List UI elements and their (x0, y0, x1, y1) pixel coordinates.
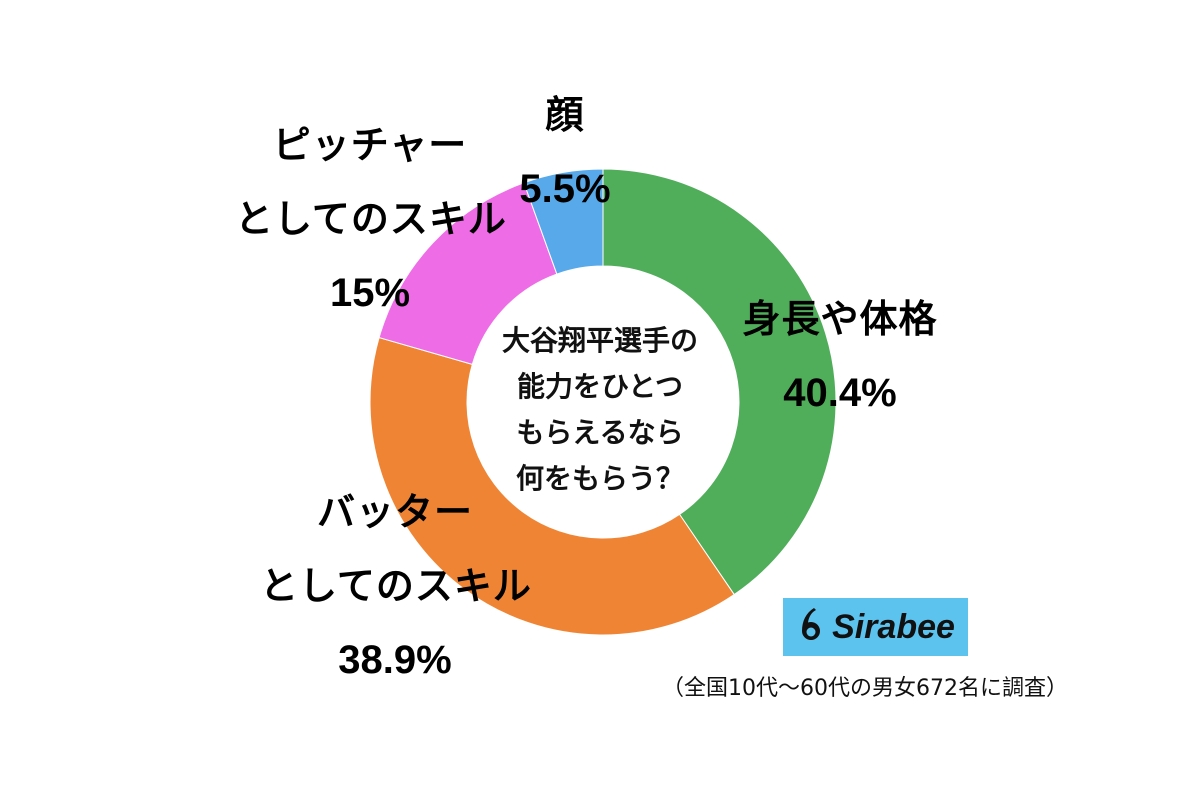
question-line-2: 能力をひとつ (516, 370, 684, 403)
label-batter: バッター としてのスキル 38.9% (260, 475, 532, 697)
pie-slice-0 (602, 168, 837, 596)
label-face-value: 5.5% (519, 167, 611, 211)
label-batter-value: 38.9% (338, 638, 452, 682)
brand-name: Sirabee (832, 607, 955, 646)
label-body-value: 40.4% (783, 371, 897, 415)
label-body: 身長や体格 40.4% (720, 282, 960, 430)
label-body-name: 身長や体格 (742, 297, 938, 341)
pie-slice-3 (523, 168, 604, 275)
pie-slice-1 (369, 336, 735, 636)
brand-logo: Sirabee (783, 598, 968, 656)
label-pitcher: ピッチャー としてのスキル 15% (235, 108, 507, 330)
label-pitcher-name-1: ピッチャー (272, 123, 468, 167)
sirabee-mark-icon (802, 608, 821, 640)
survey-footnote: （全国10代～60代の男女672名に調査） (662, 676, 1068, 701)
label-batter-name-1: バッター (316, 490, 473, 534)
question-line-3: もらえるなら (516, 416, 684, 449)
label-batter-name-2: としてのスキル (260, 564, 532, 608)
center-question: 大谷翔平選手の 能力をひとつ もらえるなら 何をもらう？ (465, 318, 735, 502)
label-pitcher-name-2: としてのスキル (235, 197, 507, 241)
label-face-name: 顔 (545, 93, 585, 137)
question-line-1: 大谷翔平選手の (501, 324, 698, 357)
label-pitcher-value: 15% (329, 271, 411, 315)
question-line-4: 何をもらう？ (515, 462, 684, 495)
label-face: 顔 5.5% (500, 78, 630, 226)
